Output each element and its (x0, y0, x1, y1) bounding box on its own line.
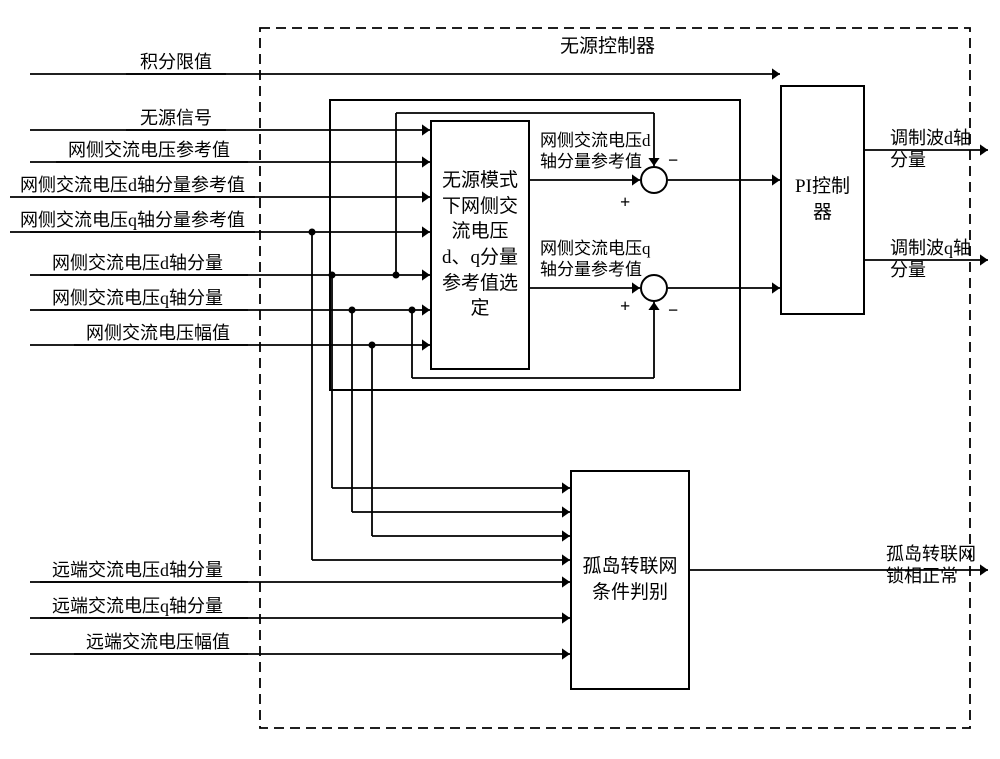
wiring (0, 0, 1000, 759)
